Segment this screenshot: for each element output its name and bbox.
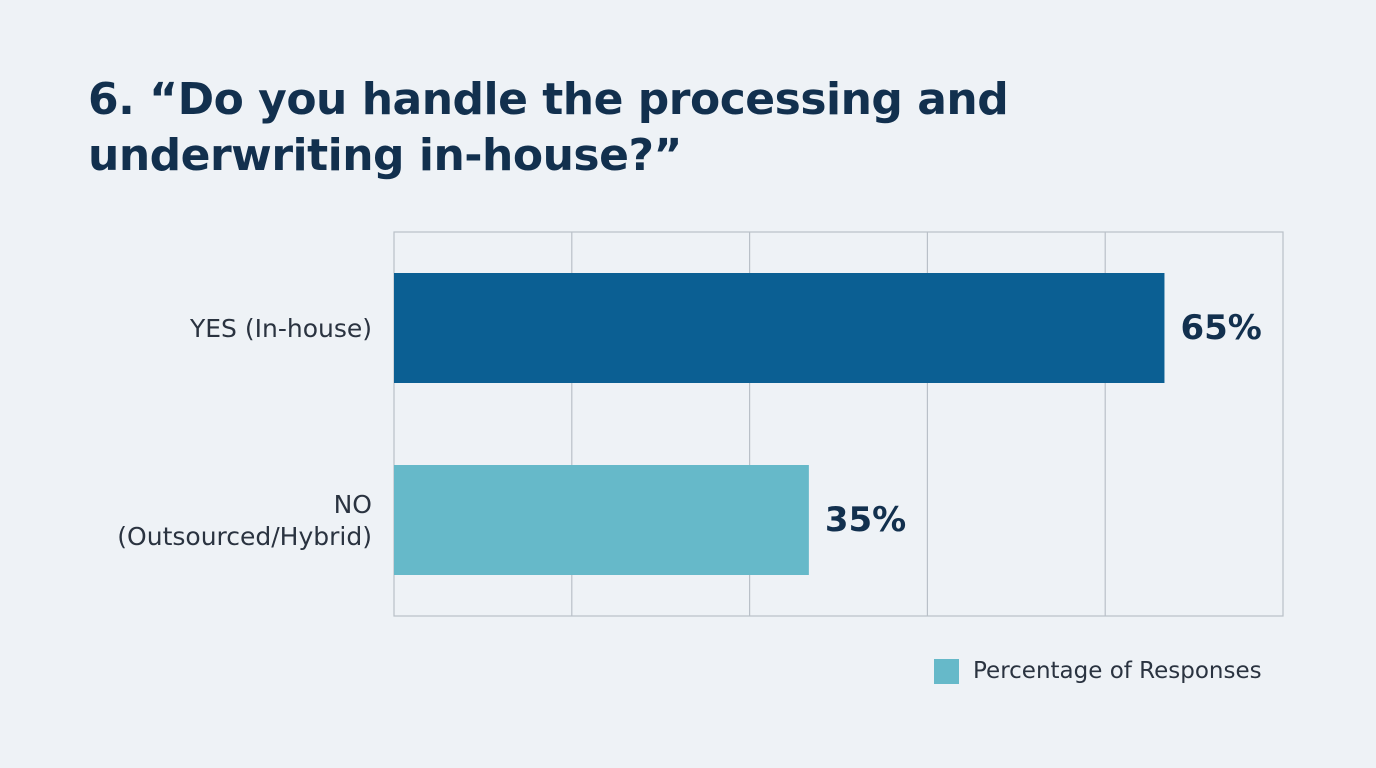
chart-title: 6. “Do you handle the processing and und… xyxy=(88,74,1009,181)
chart-legend: Percentage of Responses xyxy=(934,658,1262,684)
value-label: 35% xyxy=(825,500,906,540)
plot-frame xyxy=(393,231,1284,617)
bar xyxy=(394,273,1165,383)
legend-swatch xyxy=(934,658,959,684)
legend-label: Percentage of Responses xyxy=(973,658,1262,684)
category-label: YES (In-house) xyxy=(189,314,372,343)
category-label: NO (Outsourced/Hybrid) xyxy=(117,490,372,551)
bar xyxy=(394,465,809,575)
value-label: 65% xyxy=(1180,308,1261,348)
